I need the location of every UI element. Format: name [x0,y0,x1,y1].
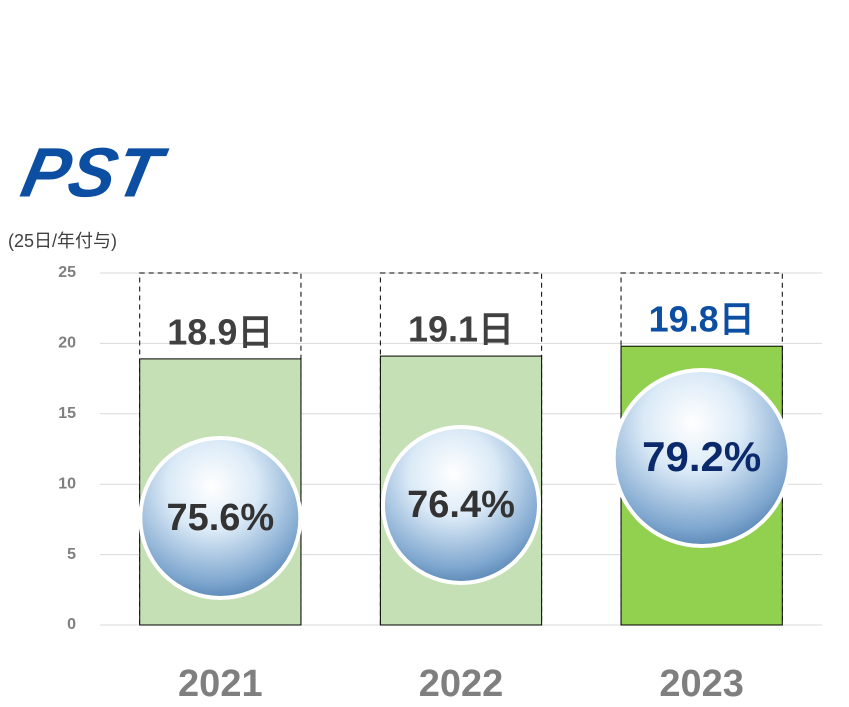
x-tick-label: 2023 [659,663,744,705]
value-label: 18.9日 [167,311,273,352]
y-tick-label: 20 [58,335,76,352]
rate-label: 79.2% [642,433,761,480]
value-label: 19.1日 [408,309,514,350]
bubble [138,436,303,600]
logo: PST [15,133,173,211]
x-tick-label: 2022 [419,663,504,705]
x-tick-label: 2021 [178,663,263,705]
rate-label: 75.6% [166,497,274,539]
bubble [611,368,792,548]
axis-label: (25日/年付与) [8,231,117,251]
y-tick-label: 0 [67,616,76,633]
y-tick-label: 15 [58,405,76,422]
y-tick-label: 5 [67,546,76,563]
value-label: 19.8日 [649,299,755,340]
y-tick-label: 25 [58,264,76,281]
y-tick-label: 10 [58,475,76,492]
rate-label: 76.4% [407,484,515,526]
bubble [381,425,541,585]
